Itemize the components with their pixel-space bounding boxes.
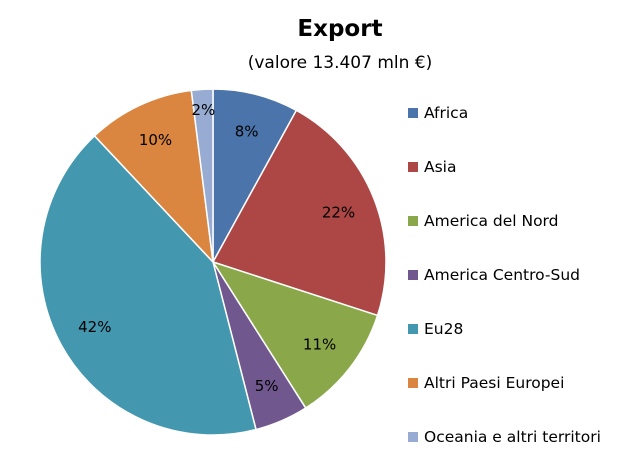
legend-item-america-centro-sud: America Centro-Sud	[408, 248, 601, 302]
slice-label-america-del-nord: 11%	[303, 336, 336, 354]
legend-label: Asia	[424, 158, 457, 176]
legend: Africa Asia America del Nord America Centro…	[408, 86, 601, 464]
pie-slice-eu28	[39, 134, 257, 436]
legend-label: America Centro-Sud	[424, 266, 581, 284]
legend-swatch	[408, 432, 418, 442]
pie-slice-altri-paesi-europei	[93, 89, 215, 265]
slice-label-oceania-e-altri-territori: 2%	[192, 101, 216, 119]
legend-swatch	[408, 108, 418, 118]
legend-swatch	[408, 324, 418, 334]
legend-item-altri-paesi-europei: Altri Paesi Europei	[408, 356, 601, 410]
legend-label: Oceania e altri territori	[424, 428, 601, 446]
legend-label: Eu28	[424, 320, 464, 338]
slice-label-altri-paesi-europei: 10%	[139, 131, 172, 149]
chart-title: Export	[297, 16, 383, 42]
slice-label-america-centro-sud: 5%	[255, 377, 279, 395]
legend-swatch	[408, 270, 418, 280]
slice-label-africa: 8%	[235, 122, 259, 140]
legend-label: America del Nord	[424, 212, 559, 230]
legend-label: Africa	[424, 104, 469, 122]
slice-label-asia: 22%	[322, 203, 355, 221]
pie-slice-asia	[211, 109, 387, 317]
chart-subtitle: (valore 13.407 mln €)	[247, 53, 433, 73]
legend-item-oceania-e-altri-territori: Oceania e altri territori	[408, 410, 601, 464]
legend-item-eu28: Eu28	[408, 302, 601, 356]
legend-swatch	[408, 378, 418, 388]
slice-label-eu28: 42%	[78, 318, 111, 336]
legend-item-america-del-nord: America del Nord	[408, 194, 601, 248]
legend-swatch	[408, 162, 418, 172]
legend-item-asia: Asia	[408, 140, 601, 194]
pie-slice-america-del-nord	[211, 260, 379, 410]
legend-item-africa: Africa	[408, 86, 601, 140]
legend-label: Altri Paesi Europei	[424, 374, 565, 392]
pie-slice-oceania-e-altri-territori	[190, 88, 214, 263]
legend-swatch	[408, 216, 418, 226]
